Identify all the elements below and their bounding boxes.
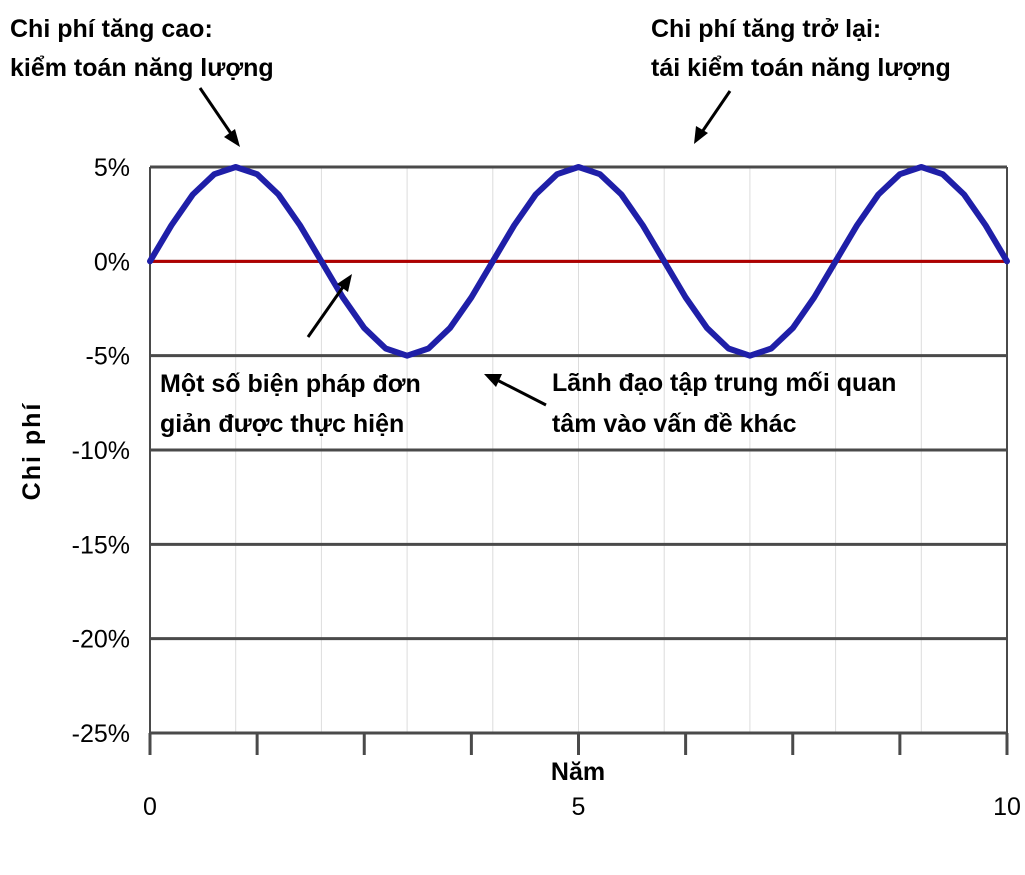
arrow-peak-1: [198, 87, 240, 147]
annotation-peak-1-line-1: Chi phí tăng cao:: [10, 15, 213, 43]
y-tick-label: -15%: [72, 531, 130, 559]
grid: [149, 165, 1008, 735]
annotation-measures-line-2: giản được thực hiện: [160, 410, 404, 438]
arrows: [198, 87, 732, 407]
x-axis-title: Năm: [551, 758, 605, 786]
arrow-measures: [306, 274, 352, 338]
annotation-peak-2: Chi phí tăng trở lại: tái kiểm toán năng…: [651, 15, 951, 82]
x-tick-label: 0: [143, 793, 157, 821]
series-cost-line: [147, 164, 1010, 359]
annotation-peak-2-line-2: tái kiểm toán năng lượng: [651, 54, 951, 82]
x-tick-label: 10: [993, 793, 1021, 821]
arrow-leadership: [484, 374, 547, 407]
x-tick-labels: 0 5 10: [143, 793, 1021, 821]
annotation-measures-line-1: Một số biện pháp đơn: [160, 370, 421, 398]
annotation-peak-2-line-1: Chi phí tăng trở lại:: [651, 15, 881, 43]
y-axis-title: Chi phí: [18, 402, 46, 501]
y-tick-label: -10%: [72, 437, 130, 465]
annotation-peak-1: Chi phí tăng cao: kiểm toán năng lượng: [10, 15, 274, 82]
y-tick-label: 5%: [94, 154, 130, 182]
y-tick-labels: 5% 0% -5% -10% -15% -20% -25%: [72, 154, 130, 748]
y-tick-label: 0%: [94, 248, 130, 276]
arrow-peak-2: [694, 90, 732, 144]
series-group: [147, 164, 1010, 359]
x-ticks: [148, 733, 1009, 755]
y-tick-label: -5%: [86, 343, 130, 371]
x-tick-label: 5: [572, 793, 586, 821]
y-tick-label: -25%: [72, 720, 130, 748]
annotation-peak-1-line-2: kiểm toán năng lượng: [10, 54, 274, 82]
y-tick-label: -20%: [72, 626, 130, 654]
annotation-leadership-line-2: tâm vào vấn đề khác: [552, 410, 797, 438]
annotation-measures: Một số biện pháp đơn giản được thực hiện: [160, 370, 428, 438]
annotation-leadership: Lãnh đạo tập trung mối quan tâm vào vấn …: [552, 369, 903, 438]
annotation-leadership-line-1: Lãnh đạo tập trung mối quan: [552, 369, 896, 397]
